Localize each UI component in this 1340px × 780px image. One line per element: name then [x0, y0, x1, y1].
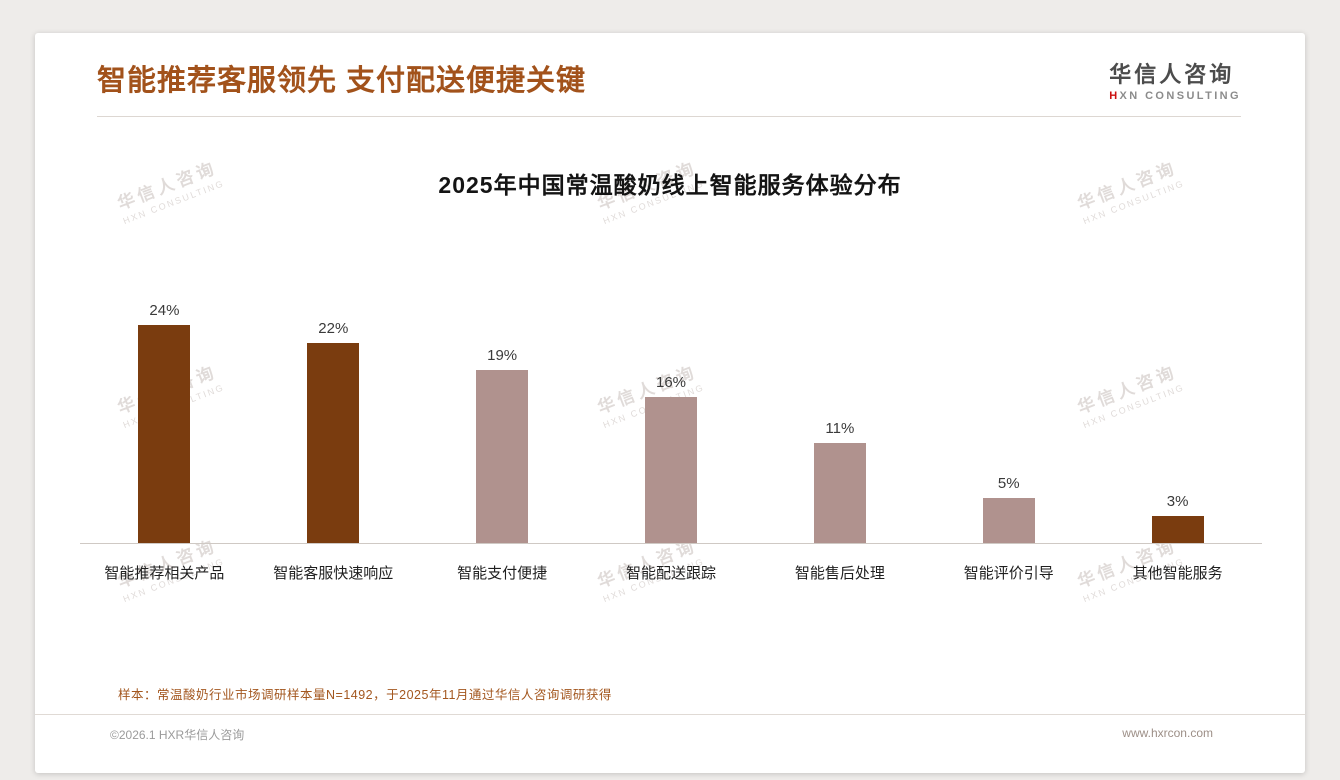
footer: ©2026.1 HXR华信人咨询 www.hxrcon.com	[110, 726, 1213, 743]
category-label: 智能配送跟踪	[626, 565, 717, 582]
sample-footnote: 样本：常温酸奶行业市场调研样本量N=1492，于2025年11月通过华信人咨询调…	[118, 688, 612, 702]
bar-value-label: 24%	[149, 301, 180, 319]
footer-divider	[35, 714, 1305, 715]
header: 智能推荐客服领先 支付配送便捷关键 华信人咨询 HXN CONSULTING	[35, 33, 1305, 103]
logo-subtitle: HXN CONSULTING	[1109, 90, 1241, 102]
bar-value-label: 3%	[1166, 492, 1189, 510]
bar-value-label: 11%	[825, 419, 855, 437]
bar-column: 24%	[80, 302, 249, 543]
x-axis-labels: 智能推荐相关产品 智能客服快速响应 智能支付便捷 智能配送跟踪 智能售后处理 智能评价引导…	[80, 544, 1262, 583]
bar-column: 19%	[418, 347, 587, 543]
bar-column: 16%	[587, 374, 756, 543]
logo-mark: H	[1109, 90, 1120, 102]
bar-value-label: 16%	[655, 374, 687, 392]
chart-title: 2025年中国常温酸奶线上智能服务体验分布	[438, 172, 902, 198]
company-logo: 华信人咨询 HXN CONSULTING	[1109, 62, 1241, 103]
category-label: 其他智能服务	[1132, 565, 1223, 582]
bar	[307, 342, 360, 543]
bar	[645, 397, 697, 543]
slide: 华信人咨询 HXN CONSULTING 华信人咨询 HXN CONSULTING 华信…	[35, 33, 1305, 773]
bar-value-label: 19%	[487, 347, 518, 365]
bar	[1151, 515, 1204, 543]
category-label: 智能评价引导	[963, 565, 1054, 582]
website-url: www.hxrcon.com	[1122, 726, 1213, 740]
bar-column: 5%	[924, 474, 1093, 543]
plot-area: 24% 22% 19% 16% 11% 5% 3%	[80, 263, 1262, 544]
bar-column: 11%	[755, 420, 924, 543]
bar	[813, 442, 866, 543]
category-label: 智能客服快速响应	[273, 565, 394, 582]
header-divider	[97, 116, 1241, 117]
copyright-text: ©2026.1 HXR华信人咨询	[110, 728, 245, 742]
bar	[138, 324, 191, 543]
page-title: 智能推荐客服领先 支付配送便捷关键	[97, 65, 587, 97]
bar	[476, 370, 529, 543]
category-label: 智能推荐相关产品	[104, 565, 225, 582]
bar-chart: 24% 22% 19% 16% 11% 5% 3% 智能推荐相关产品 智能客服快速响应 智能支付…	[80, 263, 1262, 583]
logo-name: 华信人咨询	[1109, 62, 1235, 87]
logo-sub-text: XN CONSULTING	[1119, 90, 1241, 102]
bar-column: 3%	[1093, 493, 1262, 543]
bar-column: 22%	[249, 320, 418, 543]
category-label: 智能售后处理	[794, 565, 885, 582]
category-label: 智能支付便捷	[457, 565, 548, 582]
bar-value-label: 5%	[997, 474, 1020, 492]
bar	[982, 497, 1035, 543]
bar-value-label: 22%	[318, 319, 349, 337]
